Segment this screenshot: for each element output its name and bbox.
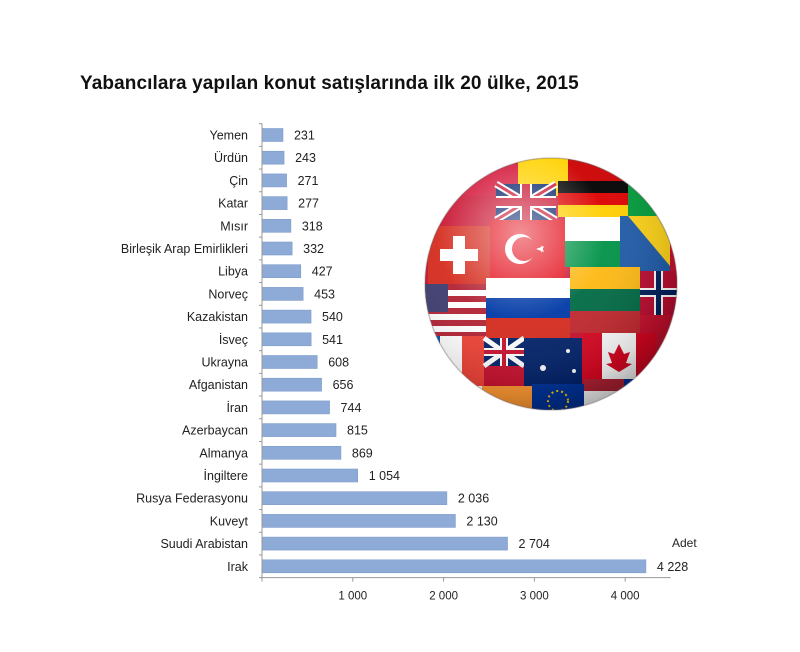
category-label: Norveç (208, 287, 248, 301)
category-label: Kazakistan (187, 310, 248, 324)
bar-16 (261, 491, 448, 506)
value-label: 1 054 (369, 469, 400, 483)
category-label: Katar (218, 197, 248, 211)
bar-6 (261, 264, 302, 279)
category-label: Azerbaycan (182, 424, 248, 438)
category-label: Yemen (210, 129, 249, 143)
category-label: Ürdün (214, 151, 248, 165)
x-tick-label: 3 000 (520, 591, 549, 603)
value-label: 332 (303, 242, 324, 256)
category-label: Libya (218, 265, 248, 279)
category-label: Suudi Arabistan (160, 537, 248, 551)
value-label: 243 (295, 151, 316, 165)
bar-1 (261, 150, 285, 165)
value-label: 2 036 (458, 492, 489, 506)
value-label: 427 (312, 265, 333, 279)
bar-3 (261, 196, 288, 210)
category-label: Irak (227, 560, 249, 574)
bar-13 (261, 423, 337, 437)
value-label: 608 (328, 356, 349, 370)
unit-label: Adet (672, 536, 697, 550)
bar-2 (261, 173, 287, 188)
bar-0 (261, 128, 284, 142)
bar-7 (261, 287, 304, 301)
bar-17 (261, 514, 456, 528)
value-labels: 231 243 271 277 318 332 427 453 540 541 608 656 744 8… (294, 129, 688, 574)
value-label: 277 (298, 197, 319, 211)
bar-11 (261, 377, 322, 392)
value-label: 453 (314, 287, 335, 301)
value-label: 2 704 (519, 537, 550, 551)
category-label: Çin (229, 174, 248, 188)
value-label: 271 (298, 174, 319, 188)
value-label: 2 130 (466, 514, 497, 528)
category-labels: Yemen Ürdün Çin Katar Mısır Birleşik Arap Emi… (121, 129, 249, 574)
value-label: 4 228 (657, 560, 688, 574)
chart-title: Yabancılara yapılan konut satışlarında i… (80, 73, 579, 94)
bar-9 (261, 332, 312, 347)
flag-globe-icon (424, 157, 678, 411)
bar-15 (261, 468, 359, 483)
value-label: 318 (302, 219, 323, 233)
bar-8 (261, 309, 312, 324)
value-label: 744 (341, 401, 362, 415)
x-tick-label: 1 000 (338, 591, 367, 603)
bar-12 (261, 400, 330, 415)
category-label: İran (226, 401, 248, 415)
x-axis: 1 000 2 000 3 000 4 000 (259, 123, 671, 603)
x-tick-label: 4 000 (611, 591, 640, 603)
value-label: 541 (322, 333, 343, 347)
value-label: 231 (294, 129, 315, 143)
value-label: 815 (347, 424, 368, 438)
bar-10 (261, 355, 318, 369)
value-label: 656 (333, 378, 354, 392)
category-label: Kuveyt (210, 514, 249, 528)
category-label: İngiltere (204, 469, 249, 483)
bars-layer (261, 128, 647, 574)
bar-19 (261, 559, 647, 574)
bar-14 (261, 445, 342, 460)
value-label: 869 (352, 446, 373, 460)
category-label: Birleşik Arap Emirlikleri (121, 242, 248, 256)
bar-4 (261, 219, 292, 233)
category-label: Ukrayna (201, 356, 248, 370)
category-label: Almanya (199, 446, 248, 460)
value-label: 540 (322, 310, 343, 324)
category-label: Rusya Federasyonu (136, 492, 248, 506)
bar-18 (261, 536, 508, 551)
category-label: İsveç (219, 333, 248, 347)
category-label: Mısır (220, 219, 248, 233)
category-label: Afganistan (189, 378, 248, 392)
bar-5 (261, 241, 293, 256)
x-tick-label: 2 000 (429, 591, 458, 603)
